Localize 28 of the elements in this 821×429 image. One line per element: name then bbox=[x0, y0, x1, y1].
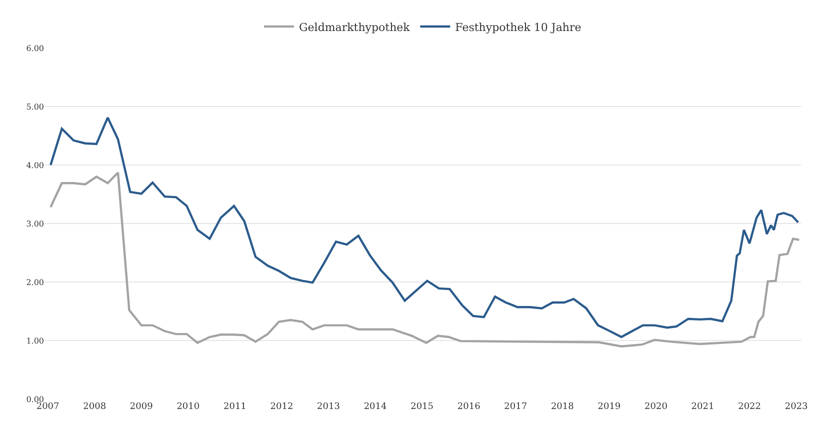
x-tick-label: 2018 bbox=[550, 402, 574, 412]
x-tick-label: 2010 bbox=[176, 402, 200, 412]
x-tick-label: 2023 bbox=[784, 402, 808, 412]
line-series bbox=[50, 116, 800, 338]
x-tick-label: 2012 bbox=[270, 402, 294, 412]
y-tick-label: 0.00 bbox=[26, 394, 44, 404]
x-tick-label: 2007 bbox=[36, 402, 60, 412]
x-tick-label: 2022 bbox=[738, 402, 761, 412]
x-tick-label: 2017 bbox=[504, 402, 528, 412]
x-tick-label: 2014 bbox=[364, 402, 388, 412]
x-tick-label: 2009 bbox=[130, 402, 154, 412]
y-tick-label: 2.00 bbox=[26, 278, 44, 287]
y-tick-label: 5.00 bbox=[26, 102, 44, 112]
x-tick-label: 2019 bbox=[598, 402, 621, 412]
y-tick-label: 1.00 bbox=[26, 336, 44, 346]
legend-label: Festhypothek 10 Jahre bbox=[455, 20, 582, 34]
y-tick-label: 3.00 bbox=[26, 219, 44, 228]
x-tick-label: 2020 bbox=[644, 402, 668, 412]
x-tick-label: 2016 bbox=[457, 402, 481, 412]
legend-label: Geldmarkthypothek bbox=[299, 20, 410, 34]
x-tick-label: 2015 bbox=[410, 402, 434, 412]
x-tick-label: 2008 bbox=[83, 402, 106, 412]
x-tick-label: 2011 bbox=[223, 402, 246, 412]
y-tick-label: 4.00 bbox=[26, 160, 44, 170]
x-tick-label: 2013 bbox=[317, 402, 340, 412]
y-tick-label: 6.00 bbox=[26, 44, 44, 53]
line-series bbox=[50, 172, 800, 348]
x-tick-label: 2021 bbox=[691, 402, 714, 412]
